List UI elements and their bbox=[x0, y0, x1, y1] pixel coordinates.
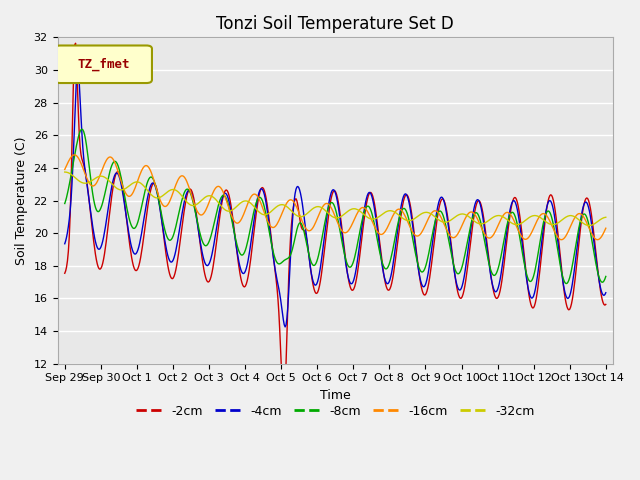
-16cm bbox=[423, 219, 431, 225]
-32cm bbox=[422, 209, 430, 215]
-32cm bbox=[468, 216, 476, 222]
Text: TZ_fmet: TZ_fmet bbox=[77, 58, 130, 71]
-4cm bbox=[381, 278, 389, 284]
-16cm bbox=[469, 210, 477, 216]
-16cm bbox=[307, 228, 314, 233]
-4cm bbox=[282, 324, 289, 330]
-4cm bbox=[157, 215, 165, 221]
-32cm bbox=[157, 194, 164, 200]
-16cm bbox=[557, 237, 565, 242]
-4cm bbox=[201, 260, 209, 265]
-8cm bbox=[423, 259, 431, 264]
-4cm bbox=[61, 241, 68, 247]
-32cm bbox=[602, 215, 610, 220]
-4cm bbox=[602, 290, 610, 296]
-8cm bbox=[602, 274, 610, 279]
-4cm bbox=[470, 206, 477, 212]
-16cm bbox=[201, 209, 209, 215]
-32cm bbox=[306, 208, 314, 214]
Line: -32cm: -32cm bbox=[65, 172, 606, 226]
Y-axis label: Soil Temperature (C): Soil Temperature (C) bbox=[15, 136, 28, 265]
-8cm bbox=[201, 242, 209, 248]
-2cm bbox=[602, 301, 610, 307]
Line: -16cm: -16cm bbox=[65, 155, 606, 240]
-8cm bbox=[61, 201, 68, 206]
Line: -4cm: -4cm bbox=[65, 70, 606, 327]
-2cm bbox=[424, 285, 432, 290]
-2cm bbox=[307, 271, 315, 277]
-16cm bbox=[602, 225, 610, 231]
-8cm bbox=[469, 214, 477, 220]
X-axis label: Time: Time bbox=[320, 389, 351, 402]
-4cm bbox=[74, 67, 81, 72]
-8cm bbox=[562, 281, 570, 287]
-4cm bbox=[424, 272, 432, 278]
Line: -2cm: -2cm bbox=[65, 43, 606, 402]
Line: -8cm: -8cm bbox=[65, 129, 606, 284]
-32cm bbox=[200, 195, 208, 201]
Legend: -2cm, -4cm, -8cm, -16cm, -32cm: -2cm, -4cm, -8cm, -16cm, -32cm bbox=[131, 400, 540, 423]
-2cm bbox=[157, 215, 165, 220]
Title: Tonzi Soil Temperature Set D: Tonzi Soil Temperature Set D bbox=[216, 15, 454, 33]
-2cm bbox=[381, 280, 389, 286]
-8cm bbox=[381, 265, 388, 271]
-2cm bbox=[470, 214, 477, 219]
-2cm bbox=[61, 270, 68, 276]
FancyBboxPatch shape bbox=[55, 46, 152, 83]
-16cm bbox=[61, 167, 68, 172]
-32cm bbox=[61, 169, 68, 175]
-16cm bbox=[71, 152, 79, 158]
-16cm bbox=[381, 229, 388, 235]
-2cm bbox=[280, 399, 287, 405]
-8cm bbox=[157, 211, 165, 216]
-2cm bbox=[201, 271, 209, 277]
-2cm bbox=[72, 40, 79, 46]
-8cm bbox=[307, 257, 314, 263]
-4cm bbox=[307, 271, 315, 276]
-32cm bbox=[380, 210, 387, 216]
-16cm bbox=[157, 200, 165, 205]
-32cm bbox=[586, 223, 593, 228]
-8cm bbox=[78, 126, 86, 132]
